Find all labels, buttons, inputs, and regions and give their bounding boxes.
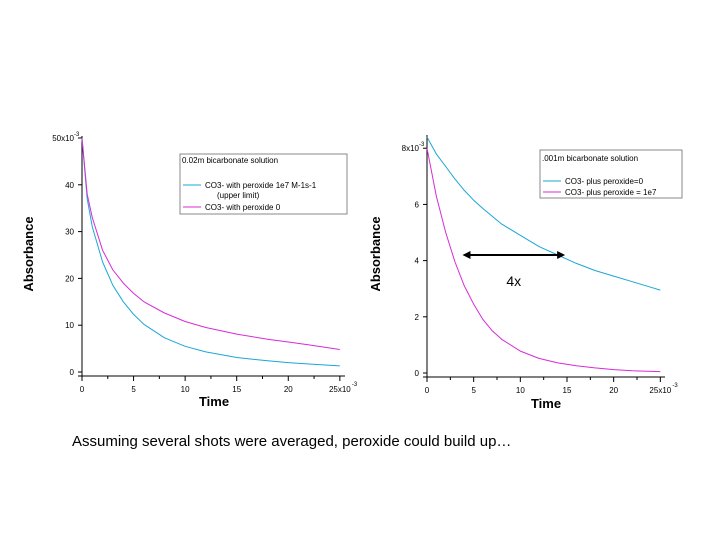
y-tick-label-right-0: 0 bbox=[415, 369, 420, 378]
legend-box-right bbox=[539, 149, 683, 199]
legend-label-left-0-line2: (upper limit) bbox=[217, 191, 260, 200]
x-tick-label-left-3: 15 bbox=[232, 385, 241, 394]
y-tick-label-left-5: 50x10 bbox=[52, 134, 74, 143]
chart-left: Absorbance Time 0 5 10 15 20 25x10 -3010203040… bbox=[21, 132, 358, 409]
legend-box-left bbox=[179, 153, 348, 215]
series-line-left-1 bbox=[81, 137, 340, 350]
y-tick-label-right-2: 4 bbox=[415, 257, 420, 266]
y-tick-label-right-1: 2 bbox=[415, 313, 420, 322]
y-axis-label-left: Absorbance bbox=[21, 216, 36, 291]
legend-right: .001m bicarbonate solution CO3- plus per… bbox=[539, 149, 683, 199]
series-line-right-0 bbox=[426, 136, 661, 291]
x-tick-label-left-4: 20 bbox=[284, 385, 293, 394]
x-tick-label-left-2: 10 bbox=[181, 385, 190, 394]
x-tick-label-left-5: 25x10 bbox=[329, 385, 351, 394]
legend-label-left-1: CO3- with peroxide 0 bbox=[205, 203, 281, 212]
y-tick-exponent-right: -3 bbox=[419, 142, 425, 148]
annotation-group: 4x bbox=[462, 251, 566, 289]
legend-title-right: .001m bicarbonate solution bbox=[542, 154, 638, 163]
y-tick-label-left-0: 0 bbox=[70, 368, 75, 377]
y-tick-label-left-3: 30 bbox=[65, 228, 74, 237]
series-line-right-1 bbox=[426, 148, 661, 373]
annotation-4x: 4x bbox=[506, 273, 521, 289]
y-tick-label-right-3: 6 bbox=[415, 200, 420, 209]
x-tick-label-right-5: 25x10 bbox=[649, 386, 671, 395]
x-tick-exponent-left: -3 bbox=[352, 382, 358, 388]
chart-right: Absorbance Time 0 5 10 15 20 25x10 -302468x10-… bbox=[368, 135, 683, 411]
x-axis-label-right: Time bbox=[531, 396, 561, 411]
x-tick-exponent-right: -3 bbox=[672, 383, 678, 389]
slide-caption: Assuming several shots were averaged, pe… bbox=[72, 433, 512, 450]
legend-label-right-0: CO3- plus peroxide=0 bbox=[565, 177, 644, 186]
legend-left: 0.02m bicarbonate solution CO3- with per… bbox=[179, 153, 348, 215]
legend-label-right-1: CO3- plus peroxide = 1e7 bbox=[565, 188, 657, 197]
x-tick-label-right-4: 20 bbox=[609, 386, 618, 395]
annotation-arrowhead-right bbox=[557, 251, 566, 259]
y-tick-label-left-1: 10 bbox=[65, 321, 74, 330]
x-tick-label-right-1: 5 bbox=[471, 386, 476, 395]
y-tick-exponent-left: -3 bbox=[74, 132, 80, 138]
annotation-arrowhead-left bbox=[462, 251, 471, 259]
y-tick-label-right-4: 8x10 bbox=[402, 144, 420, 153]
legend-title-left: 0.02m bicarbonate solution bbox=[182, 156, 278, 165]
series-line-left-0 bbox=[81, 137, 340, 367]
x-tick-label-right-2: 10 bbox=[516, 386, 525, 395]
x-tick-label-left-0: 0 bbox=[80, 385, 85, 394]
x-tick-label-right-3: 15 bbox=[563, 386, 572, 395]
y-tick-label-left-2: 20 bbox=[65, 274, 74, 283]
x-axis-label-left: Time bbox=[199, 394, 229, 409]
x-tick-label-left-1: 5 bbox=[131, 385, 136, 394]
y-axis-label-right: Absorbance bbox=[368, 216, 383, 291]
y-tick-label-left-4: 40 bbox=[65, 181, 74, 190]
x-tick-label-right-0: 0 bbox=[425, 386, 430, 395]
legend-label-left-0: CO3- with peroxide 1e7 M-1s-1 bbox=[205, 181, 317, 190]
